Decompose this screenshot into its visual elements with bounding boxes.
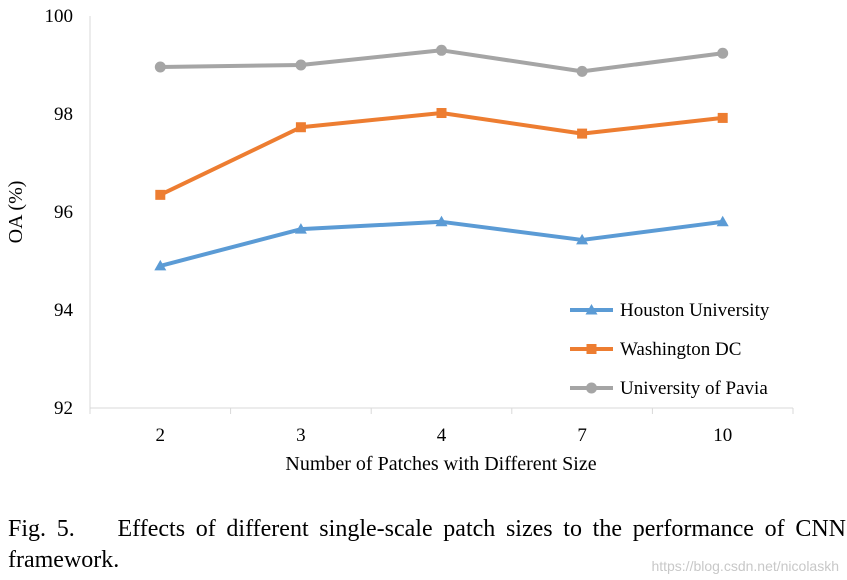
- y-axis-title: OA (%): [5, 181, 27, 244]
- data-point-washington-dc: [436, 108, 447, 119]
- data-point-houston-university: [716, 215, 729, 227]
- legend-swatch-marker: [585, 304, 598, 315]
- data-point-washington-dc: [577, 128, 588, 139]
- data-point-university-of-pavia: [154, 61, 166, 73]
- data-point-houston-university: [576, 233, 589, 245]
- series-university-of-pavia: [154, 44, 729, 77]
- data-point-university-of-pavia: [436, 44, 447, 56]
- data-point-university-of-pavia: [295, 59, 307, 71]
- y-axis: 92 94 96 98 100: [45, 6, 91, 419]
- figure-caption: Fig. 5. Effects of different single-scal…: [8, 514, 846, 576]
- x-tick-label: 7: [577, 425, 587, 446]
- data-point-washington-dc: [717, 112, 728, 123]
- data-point-washington-dc: [155, 189, 166, 200]
- legend: Houston University Washington DC Universit…: [570, 300, 770, 399]
- series-line-houston-university: [158, 219, 725, 268]
- y-tick-label: 100: [45, 6, 74, 27]
- data-point-houston-university: [294, 223, 307, 234]
- legend-swatch-marker: [586, 344, 597, 354]
- series-houston-university: [154, 215, 729, 271]
- x-tick-label: 3: [296, 425, 306, 446]
- data-point-houston-university: [154, 259, 167, 271]
- x-axis: 2 3 4 7 10: [89, 407, 794, 446]
- data-point-university-of-pavia: [576, 65, 588, 77]
- series-group: [154, 44, 729, 271]
- data-point-houston-university: [435, 215, 448, 227]
- data-point-university-of-pavia: [717, 47, 729, 59]
- data-point-washington-dc: [295, 122, 306, 133]
- y-tick-label: 92: [54, 398, 73, 419]
- y-tick-label: 94: [54, 300, 74, 321]
- series-washington-dc: [155, 108, 728, 200]
- x-axis-title: Number of Patches with Different Size: [285, 453, 596, 475]
- caption-label: Fig. 5.: [8, 516, 75, 542]
- legend-label: Washington DC: [620, 339, 741, 360]
- y-tick-label: 98: [54, 104, 73, 125]
- watermark: https://blog.csdn.net/nicolaskh: [651, 558, 839, 574]
- caption-text: Effects of different single-scale patch …: [8, 516, 847, 573]
- line-chart: 92 94 96 98 100 2 3 4 7 10 Number of Patches wit…: [5, 6, 794, 475]
- series-line-washington-dc: [158, 111, 725, 197]
- legend-item-university-of-pavia: University of Pavia: [570, 378, 768, 399]
- legend-item-houston-university: Houston University: [570, 300, 770, 321]
- legend-item-washington-dc: Washington DC: [570, 339, 741, 360]
- legend-swatch-marker: [586, 382, 597, 394]
- x-tick-label: 4: [437, 425, 447, 446]
- legend-label: Houston University: [620, 300, 770, 321]
- legend-label: University of Pavia: [620, 378, 768, 399]
- x-tick-label: 10: [713, 425, 732, 446]
- y-tick-label: 96: [54, 202, 73, 223]
- x-tick-label: 2: [156, 425, 166, 446]
